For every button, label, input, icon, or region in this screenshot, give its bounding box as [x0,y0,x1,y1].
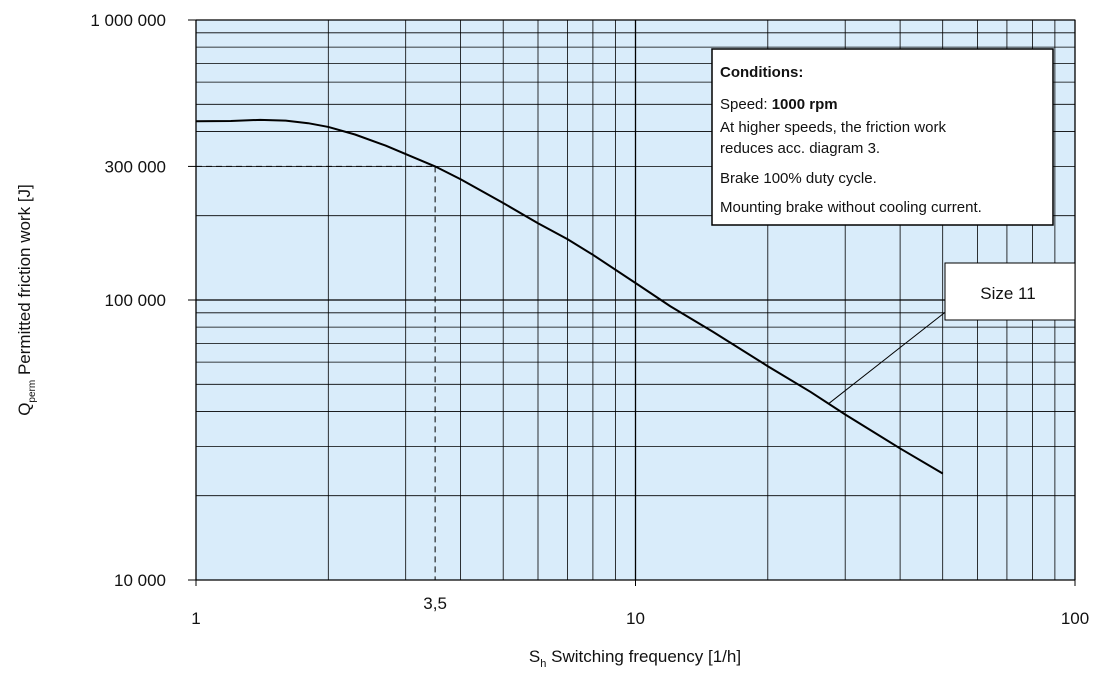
conditions-speed-value: 1000 rpm [772,96,838,113]
x-tick-label: 1 [191,609,200,628]
conditions-line2: At higher speeds, the friction work [720,119,946,136]
conditions-line5: Mounting brake without cooling current. [720,199,982,216]
series-group [195,118,944,475]
y-axis-title-main: Q [15,403,34,416]
series-callout-leader [828,309,949,405]
conditions-line3: reduces acc. diagram 3. [720,140,880,157]
y-tick-label: 300 000 [105,157,166,176]
x-axis-ticks: 1 10 100 3,5 [191,580,1089,628]
conditions-line4: Brake 100% duty cycle. [720,170,877,187]
conditions-box: Conditions: Speed: 1000 rpm At higher sp… [711,48,1054,226]
y-axis-title-sub: perm [27,380,38,403]
conditions-speed: Speed: 1000 rpm [720,96,838,113]
y-axis-title: Qperm Permitted friction work [J] [15,184,38,416]
conditions-box-frame [711,48,1054,226]
y-tick-label: 10 000 [114,571,166,590]
series-callout-label: Size 11 [980,284,1035,303]
y-tick-label: 100 000 [105,291,166,310]
marker-lines [196,165,436,580]
series-callout: Size 11 [828,262,1076,405]
y-axis-ticks: 10 000 100 000 300 000 1 000 000 [90,11,196,590]
x-axis-title: Sh Switching frequency [1/h] [529,647,741,670]
y-tick-label: 1 000 000 [90,11,166,30]
y-axis-title-rest: Permitted friction work [J] [15,184,34,380]
x-tick-label: 100 [1061,609,1089,628]
x-axis-title-main: S [529,647,540,666]
series-callout-frame [944,262,1076,321]
marker-x-label: 3,5 [423,594,447,613]
series-line-size-11 [195,118,944,475]
conditions-speed-prefix: Speed: [720,96,772,113]
x-tick-label: 10 [626,609,645,628]
x-axis-title-rest: Switching frequency [1/h] [546,647,741,666]
x-axis-title-sub: h [540,658,546,670]
conditions-title: Conditions: [720,64,803,81]
